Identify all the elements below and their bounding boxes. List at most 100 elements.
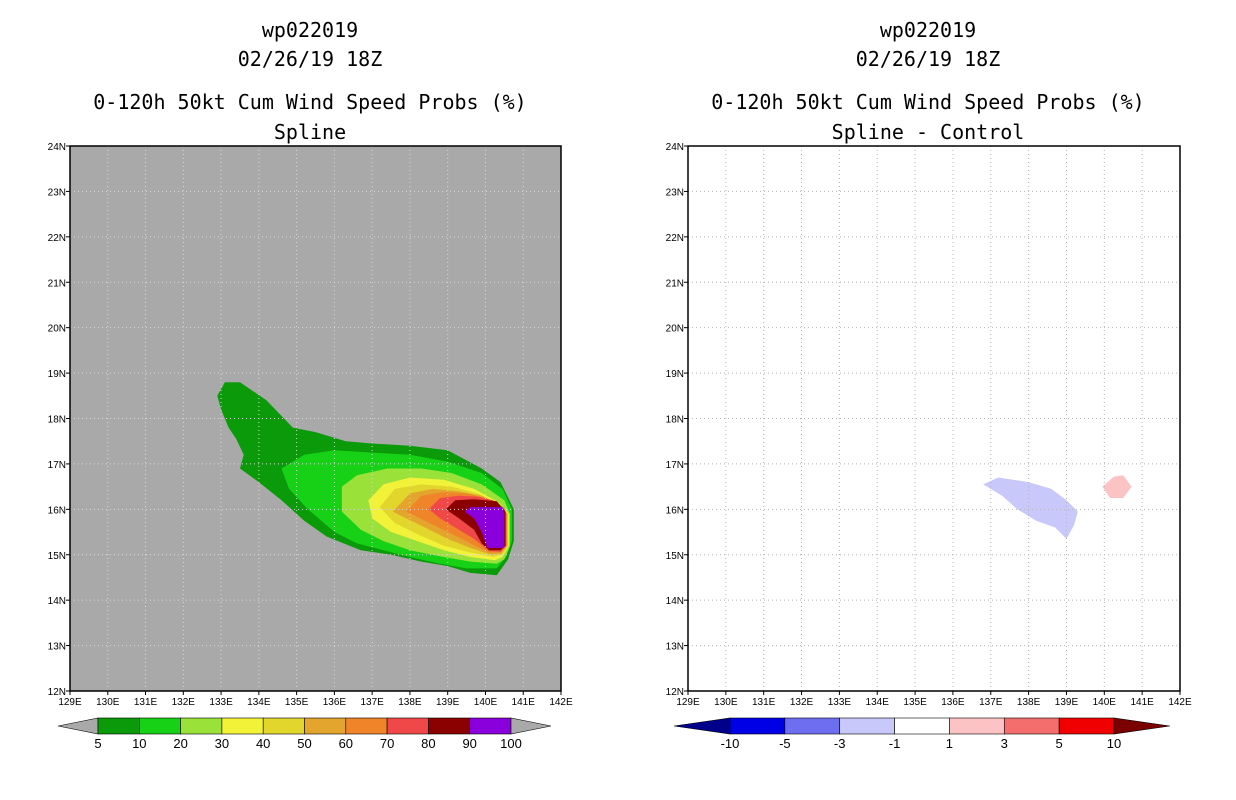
left-colorbar-swatch bbox=[345, 717, 388, 735]
left-ytick-label: 22N bbox=[48, 233, 66, 244]
left-colorbar: 5 10 20 30 40 50 60 70 80 90 100 bbox=[57, 717, 552, 751]
left-xtick-label: 131E bbox=[134, 697, 158, 708]
left-ytick-label: 19N bbox=[48, 369, 66, 380]
right-colorbar-label: -10 bbox=[721, 736, 740, 751]
left-xtick-label: 135E bbox=[285, 697, 309, 708]
right-ytick-label: 20N bbox=[666, 324, 684, 335]
left-xtick-label: 130E bbox=[96, 697, 120, 708]
left-plot-background bbox=[70, 146, 561, 691]
left-colorbar-swatch bbox=[97, 717, 140, 735]
right-ytick-label: 22N bbox=[666, 233, 684, 244]
left-colorbar-swatch bbox=[304, 717, 347, 735]
right-contour-3 bbox=[1102, 475, 1132, 498]
right-colorbar-label: 3 bbox=[1001, 736, 1008, 751]
left-colorbar-label: 60 bbox=[339, 736, 353, 751]
left-colorbar-swatch bbox=[428, 717, 470, 735]
left-ytick-label: 21N bbox=[48, 278, 66, 289]
right-ytick-label: 19N bbox=[666, 369, 684, 380]
right-ytick-label: 16N bbox=[666, 505, 684, 516]
right-contour-minus3 bbox=[983, 477, 1078, 539]
right-xtick-label: 139E bbox=[1055, 697, 1079, 708]
left-colorbar-label: 80 bbox=[421, 736, 435, 751]
left-colorbar-label: 90 bbox=[462, 736, 476, 751]
right-ytick-label: 15N bbox=[666, 551, 684, 562]
left-xtick-label: 138E bbox=[398, 697, 422, 708]
left-xtick-label: 129E bbox=[58, 697, 82, 708]
left-title-line-1: wp022019 bbox=[262, 18, 358, 42]
right-xtick-label: 140E bbox=[1093, 697, 1117, 708]
left-plot-area: 129E 130E 131E 132E 133E 134E 135E 136E 137E 138E… bbox=[48, 142, 573, 708]
left-colorbar-under-arrow bbox=[57, 717, 99, 735]
right-plot-area: 129E 130E 131E 132E 133E 134E 135E 136E 137E 138E… bbox=[666, 142, 1192, 708]
left-title-line-2: 02/26/19 18Z bbox=[238, 47, 383, 71]
left-title-line-3: 0-120h 50kt Cum Wind Speed Probs (%) bbox=[93, 90, 526, 114]
left-ytick-label: 13N bbox=[48, 642, 66, 653]
right-xtick-label: 133E bbox=[828, 697, 852, 708]
right-ytick-label: 23N bbox=[666, 187, 684, 198]
left-xtick-label: 133E bbox=[209, 697, 233, 708]
left-colorbar-swatch bbox=[262, 717, 305, 735]
right-title-line-1: wp022019 bbox=[880, 18, 976, 42]
right-xtick-label: 141E bbox=[1130, 697, 1154, 708]
left-colorbar-label: 20 bbox=[173, 736, 187, 751]
left-xtick-label: 132E bbox=[172, 697, 196, 708]
right-xtick-label: 131E bbox=[752, 697, 776, 708]
right-ytick-label: 21N bbox=[666, 278, 684, 289]
left-title-line-4: Spline bbox=[274, 120, 346, 144]
left-colorbar-label: 10 bbox=[132, 736, 146, 751]
right-xtick-label: 130E bbox=[714, 697, 738, 708]
left-colorbar-swatch bbox=[139, 717, 181, 735]
left-colorbar-swatch bbox=[221, 717, 264, 735]
left-colorbar-label: 70 bbox=[380, 736, 394, 751]
right-xtick-label: 136E bbox=[941, 697, 965, 708]
left-contour-100 bbox=[464, 507, 505, 548]
right-panel: wp022019 02/26/19 18Z 0-120h 50kt Cum Wi… bbox=[666, 18, 1192, 751]
right-colorbar-swatch bbox=[949, 717, 1005, 735]
left-xtick-label: 139E bbox=[436, 697, 460, 708]
left-colorbar-label: 40 bbox=[256, 736, 270, 751]
right-ytick-label: 18N bbox=[666, 415, 684, 426]
left-ytick-label: 12N bbox=[48, 687, 66, 698]
left-colorbar-over-arrow bbox=[510, 717, 552, 735]
right-ytick-label: 14N bbox=[666, 596, 684, 607]
right-title-line-2: 02/26/19 18Z bbox=[856, 47, 1001, 71]
right-xtick-label: 135E bbox=[903, 697, 927, 708]
left-ytick-label: 17N bbox=[48, 460, 66, 471]
right-colorbar-swatch bbox=[839, 717, 895, 735]
right-xtick-label: 142E bbox=[1168, 697, 1192, 708]
left-ytick-label: 24N bbox=[48, 142, 66, 153]
left-xtick-label: 136E bbox=[323, 697, 347, 708]
right-xtick-label: 129E bbox=[676, 697, 700, 708]
right-title-line-4: Spline - Control bbox=[832, 120, 1025, 144]
right-colorbar-swatch bbox=[1003, 717, 1060, 735]
right-xtick-label: 132E bbox=[790, 697, 814, 708]
right-colorbar-label: -1 bbox=[889, 736, 901, 751]
right-xtick-label: 137E bbox=[979, 697, 1003, 708]
left-xtick-label: 137E bbox=[360, 697, 384, 708]
left-colorbar-label: 100 bbox=[500, 736, 522, 751]
right-colorbar-label: -5 bbox=[779, 736, 791, 751]
left-panel: wp022019 02/26/19 18Z 0-120h 50kt Cum Wi… bbox=[48, 18, 573, 751]
right-colorbar-under-arrow bbox=[673, 717, 731, 735]
right-colorbar-over-arrow bbox=[1113, 717, 1171, 735]
right-plot-background bbox=[688, 146, 1180, 691]
right-xtick-label: 134E bbox=[866, 697, 890, 708]
right-colorbar-label: 5 bbox=[1056, 736, 1063, 751]
left-ytick-label: 18N bbox=[48, 415, 66, 426]
left-colorbar-swatch bbox=[469, 717, 512, 735]
left-ytick-label: 23N bbox=[48, 187, 66, 198]
left-xtick-label: 141E bbox=[512, 697, 536, 708]
right-title-line-3: 0-120h 50kt Cum Wind Speed Probs (%) bbox=[711, 90, 1144, 114]
left-xtick-label: 134E bbox=[247, 697, 271, 708]
right-colorbar-label: 1 bbox=[946, 736, 953, 751]
right-colorbar-label: 10 bbox=[1107, 736, 1121, 751]
right-colorbar-swatch bbox=[729, 717, 786, 735]
right-ytick-label: 12N bbox=[666, 687, 684, 698]
left-colorbar-swatch bbox=[386, 717, 429, 735]
right-colorbar-swatch bbox=[894, 717, 950, 735]
right-colorbar-swatch bbox=[784, 717, 841, 735]
left-ytick-label: 16N bbox=[48, 505, 66, 516]
right-ytick-label: 17N bbox=[666, 460, 684, 471]
left-colorbar-label: 50 bbox=[297, 736, 311, 751]
